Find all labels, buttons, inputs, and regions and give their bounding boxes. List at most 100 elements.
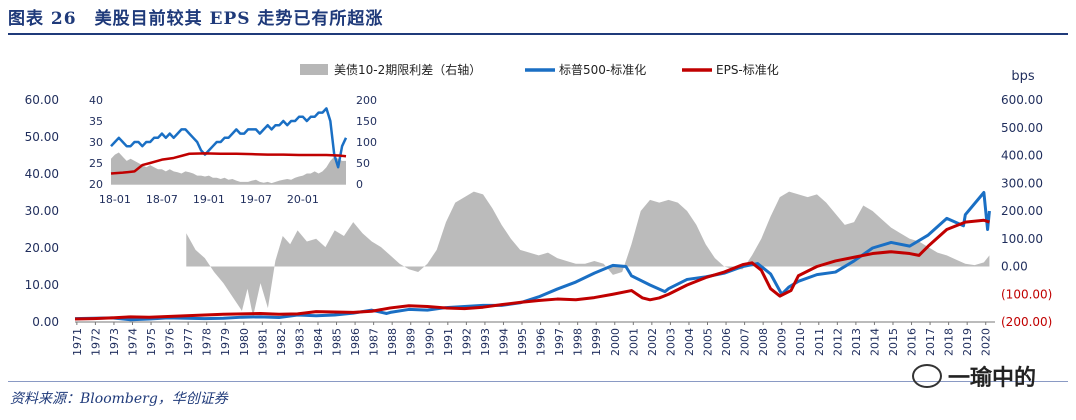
right-tick-label: 500.00 [1001,121,1043,135]
x-tick-label: 1992 [460,328,473,356]
x-tick-label: 1988 [386,328,399,356]
right-tick-label: 300.00 [1001,176,1043,190]
x-tick-label: 1971 [71,328,84,356]
left-tick-label: 40.00 [25,167,59,181]
inset-right-tick-label: 150 [356,115,377,128]
legend: 美债10-2期限利差（右轴） 标普500-标准化 EPS-标准化 [300,62,779,77]
inset-x-tick-label: 19-01 [193,193,225,206]
inset-left-tick-label: 30 [89,136,103,149]
x-tick-label: 1980 [238,328,251,356]
x-tick-label: 1996 [535,328,548,356]
source-note: 资料来源：Bloomberg，华创证券 [10,391,228,407]
inset-chart: 20 25 30 35 40 0 50 100 150 200 18-01 18-07 19-01 19-… [80,93,377,211]
x-tick-label: 1989 [405,328,418,356]
inset-spread-area [111,152,346,184]
wechat-icon [911,364,942,388]
inset-right-tick-label: 0 [356,178,363,191]
x-tick-label: 2006 [720,328,733,356]
inset-eps-line [110,152,347,175]
legend-label: EPS-标准化 [716,63,779,77]
x-tick-label: 1972 [89,328,102,356]
inset-x-tick-label: 19-07 [240,193,272,206]
axes-layer: 0.00 10.00 20.00 30.00 40.00 50.00 60.00 (200.0… [25,69,1053,356]
inset-left-tick-label: 20 [89,178,103,191]
eps-line [74,218,990,321]
x-tick-label: 1995 [516,328,529,356]
x-tick-label: 2007 [739,328,752,356]
lines-layer [74,191,991,322]
right-axis-unit: bps [1011,69,1035,84]
inset-right-tick-label: 200 [356,94,377,107]
right-tick-label: (200.00) [1001,315,1052,329]
x-tick-label: 2012 [831,328,844,356]
inset-x-tick-label: 18-01 [99,193,131,206]
x-tick-label: 2013 [850,328,863,356]
x-tick-label: 1976 [164,328,177,356]
x-tick-label: 2008 [757,328,770,356]
left-tick-label: 20.00 [25,241,59,255]
x-tick-label: 1981 [256,328,269,356]
left-tick-label: 60.00 [25,93,59,107]
x-tick-label: 2010 [794,328,807,356]
x-tick-label: 2019 [961,328,974,356]
x-tick-label: 2000 [609,328,622,356]
inset-right-tick-label: 50 [356,157,370,170]
x-tick-label: 1973 [108,328,121,356]
left-tick-label: 10.00 [25,278,59,292]
left-tick-label: 0.00 [32,315,59,329]
x-tick-label: 1998 [572,328,585,356]
inset-left-tick-label: 25 [89,157,103,170]
x-tick-label: 1985 [331,328,344,356]
x-tick-label: 1990 [423,328,436,356]
x-tick-label: 1979 [219,328,232,356]
inset-x-tick-label: 20-01 [287,193,319,206]
x-tick-label: 2004 [683,328,696,356]
x-tick-label: 1982 [275,328,288,356]
right-tick-label: 400.00 [1001,149,1043,163]
title-rule [8,33,1068,35]
x-tick-label: 1974 [127,328,140,356]
x-tick-label: 1991 [442,328,455,356]
inset-background [80,93,363,211]
x-tick-label: 1977 [182,328,195,356]
footer-rule [8,381,1068,382]
watermark-text: 一瑜中的 [947,366,1036,391]
right-tick-label: (100.00) [1001,287,1052,301]
inset-spx-line [110,107,348,169]
right-tick-label: 100.00 [1001,232,1043,246]
right-tick-label: 600.00 [1001,93,1043,107]
x-tick-label: 2001 [627,328,640,356]
x-tick-label: 2015 [887,328,900,356]
left-tick-label: 50.00 [25,130,59,144]
inset-left-tick-label: 35 [89,115,103,128]
left-tick-label: 30.00 [25,204,59,218]
x-tick-label: 1984 [312,328,325,356]
legend-label: 美债10-2期限利差（右轴） [334,62,481,77]
x-tick-label: 1987 [368,328,381,356]
page-title: 图表 26 美股目前较其 EPS 走势已有所超涨 [8,9,384,29]
x-tick-label: 1986 [349,328,362,356]
x-tick-label: 2017 [924,328,937,356]
right-tick-label: 200.00 [1001,204,1043,218]
x-tick-label: 1999 [590,328,603,356]
x-tick-label: 2011 [813,328,826,356]
x-tick-label: 2009 [776,328,789,356]
spread-area-layer [186,191,990,317]
x-tick-label: 2018 [943,328,956,356]
x-tick-label: 1993 [479,328,492,356]
x-tick-label: 1975 [145,328,158,356]
inset-x-tick-label: 18-07 [146,193,178,206]
x-tick-label: 2002 [646,328,659,356]
watermark: 一瑜中的 [911,360,1036,392]
x-tick-label: 1978 [201,328,214,356]
x-tick-label: 2005 [702,328,715,356]
x-tick-label: 2016 [906,328,919,356]
legend-label: 标普500-标准化 [559,63,646,77]
inset-left-tick-label: 40 [89,94,103,107]
x-tick-label: 2003 [664,328,677,356]
right-tick-label: 0.00 [1001,260,1028,274]
spread-area [186,191,990,317]
x-tick-label: 1994 [497,328,510,356]
x-tick-label: 1983 [293,328,306,356]
